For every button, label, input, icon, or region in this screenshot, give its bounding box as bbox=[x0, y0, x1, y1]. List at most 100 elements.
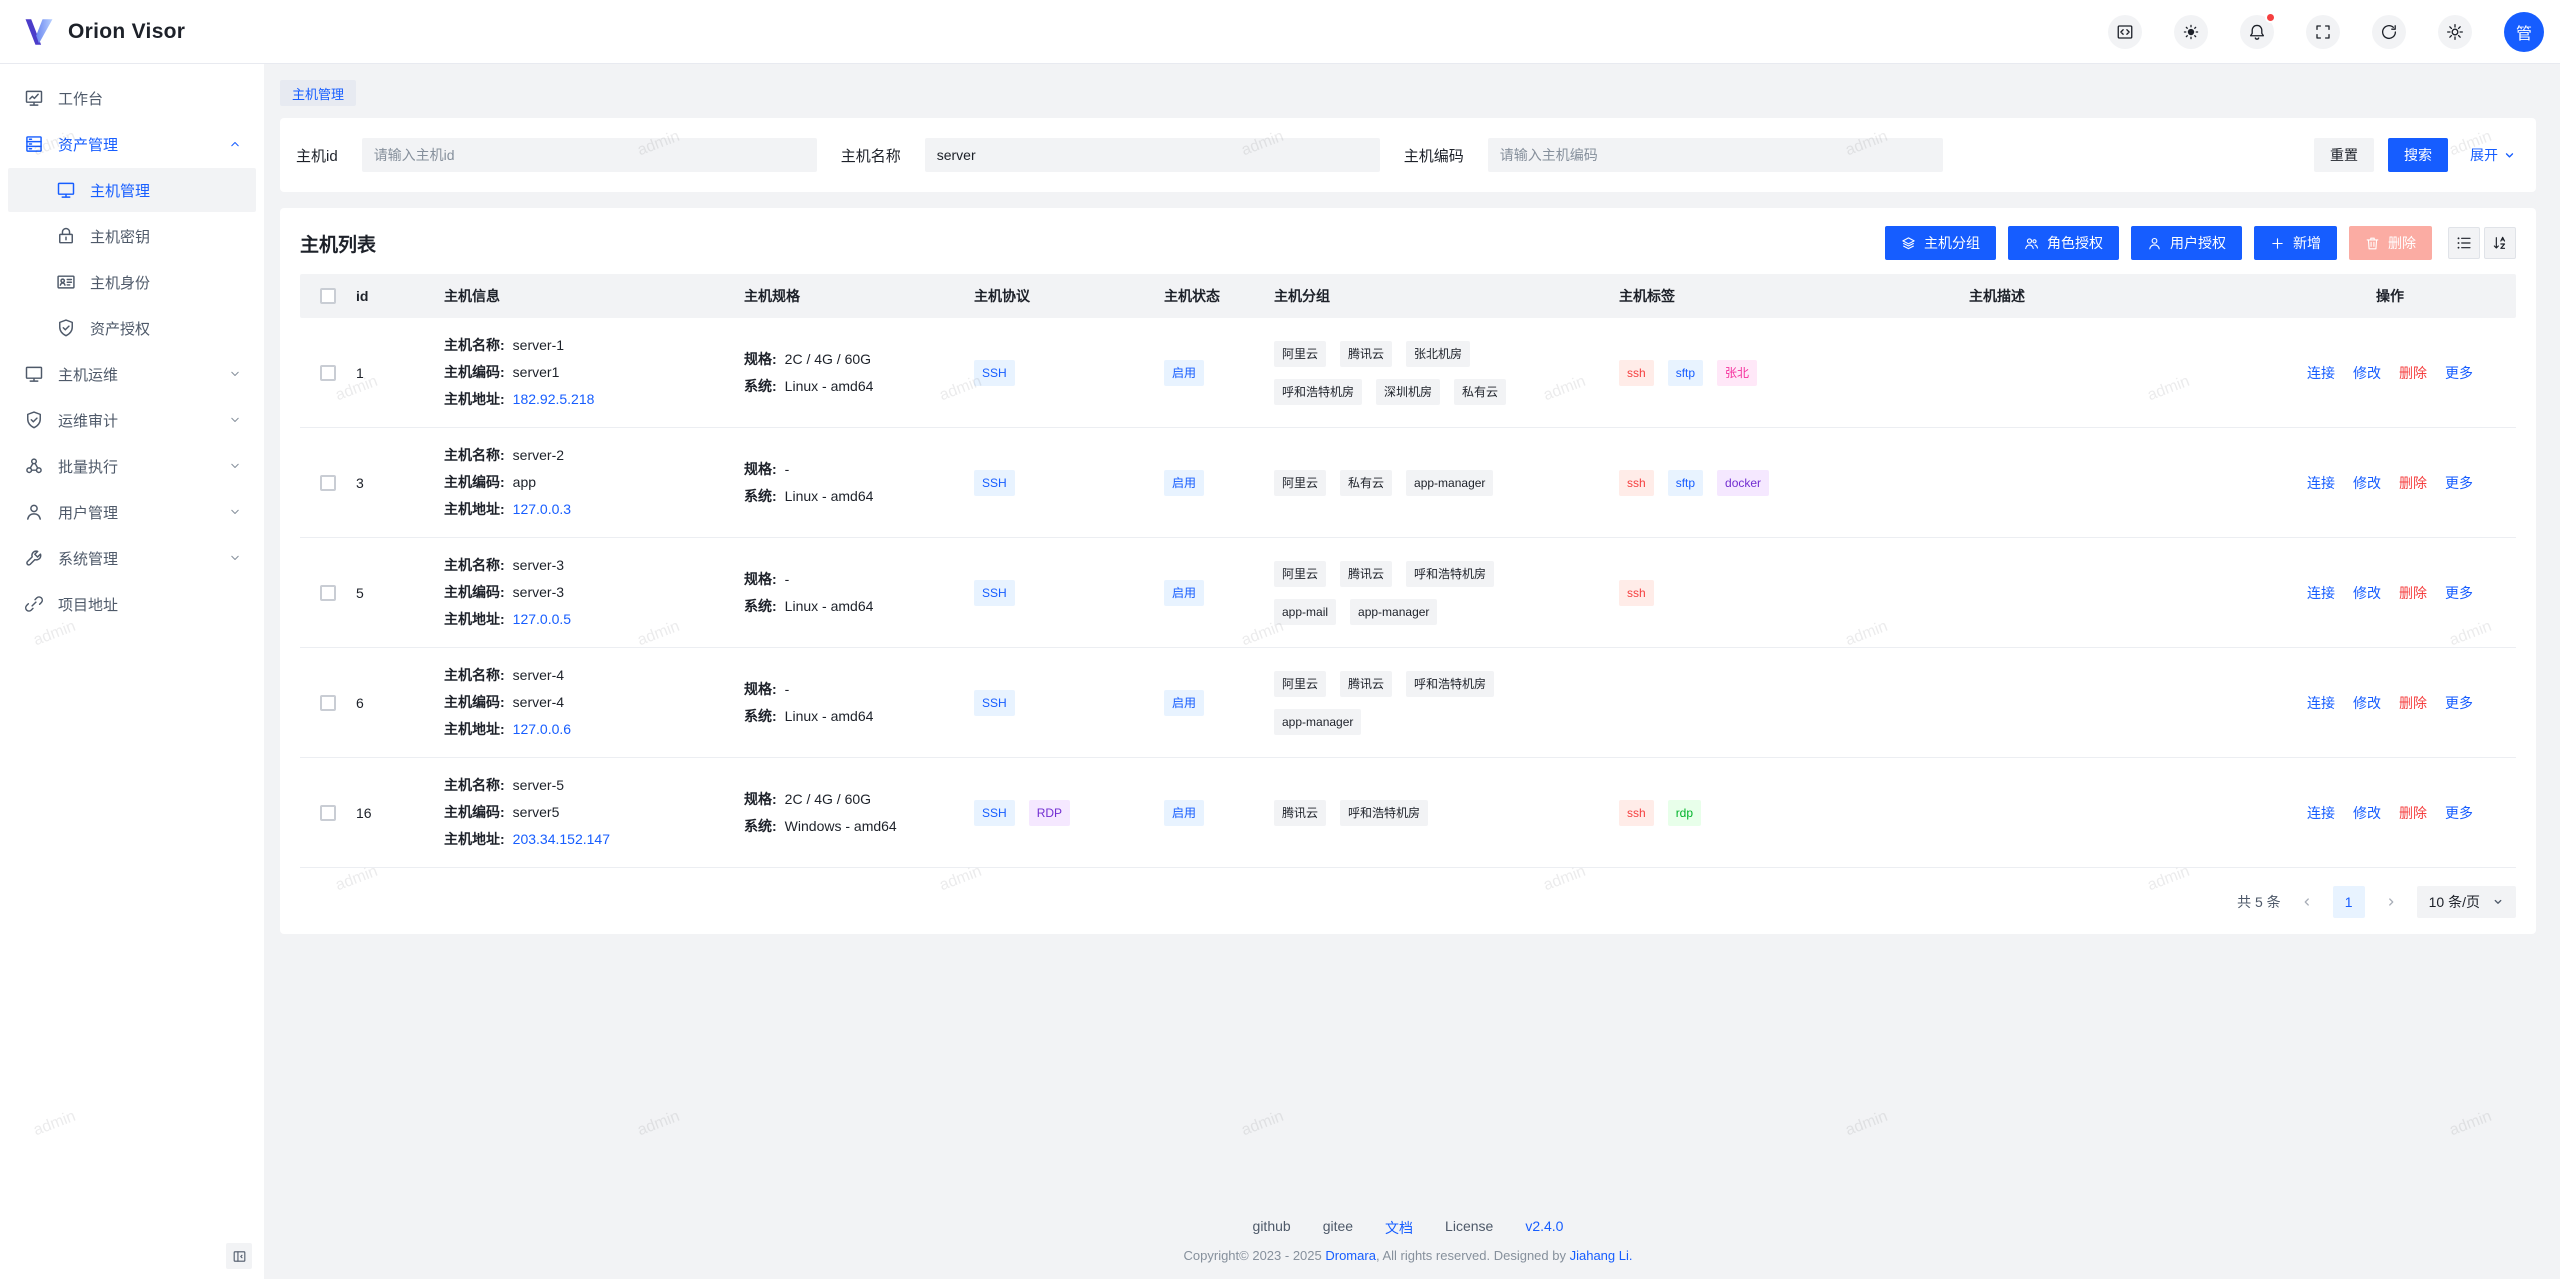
group-tag: 阿里云 bbox=[1274, 469, 1327, 496]
row-checkbox[interactable] bbox=[320, 474, 336, 491]
action-link[interactable]: 更多 bbox=[2445, 584, 2473, 601]
sidebar: 工作台资产管理 主机管理 主机密钥 主机身份 资产授权 主机运维 运维审计 批量执行 用户管理系… bbox=[0, 64, 264, 1279]
role-grant-button[interactable]: 角色授权 bbox=[2008, 226, 2119, 260]
sidebar-item-asset-authorization[interactable]: 资产授权 bbox=[8, 306, 256, 350]
host-group-button[interactable]: 主机分组 bbox=[1885, 226, 1996, 260]
pagination-next-button[interactable] bbox=[2379, 890, 2403, 914]
cell-groups: 阿里云 腾讯云 张北机房 呼和浩特机房 深圳机房 私有云 bbox=[1274, 340, 1619, 405]
group-tag: 张北机房 bbox=[1406, 340, 1471, 367]
collapse-icon bbox=[233, 1250, 245, 1262]
delete-button[interactable]: 删除 bbox=[2349, 226, 2432, 260]
info-value[interactable]: 182.92.5.218 bbox=[512, 391, 595, 407]
action-link[interactable]: 连接 bbox=[2307, 474, 2335, 491]
action-link[interactable]: 连接 bbox=[2307, 584, 2335, 601]
sidebar-item-asset-management[interactable]: 资产管理 bbox=[8, 122, 256, 166]
settings-button[interactable] bbox=[2438, 14, 2472, 49]
cell-host-info: 主机名称: server-3 主机编码: server-3 主机地址: 127.0.0.5 bbox=[444, 552, 744, 633]
action-link[interactable]: 修改 bbox=[2353, 584, 2381, 601]
expand-button[interactable]: 展开 bbox=[2470, 145, 2516, 165]
user-avatar[interactable]: 管 bbox=[2504, 11, 2544, 52]
page-size-select[interactable]: 10 条/页 bbox=[2416, 886, 2516, 918]
info-value[interactable]: 127.0.0.5 bbox=[512, 611, 572, 627]
table-title: 主机列表 bbox=[300, 234, 377, 256]
row-checkbox-cell bbox=[300, 804, 356, 821]
info-label: 主机名称: bbox=[444, 667, 505, 683]
select-all-checkbox[interactable] bbox=[320, 288, 336, 304]
reset-button[interactable]: 重置 bbox=[2314, 138, 2374, 172]
footer-link-github[interactable]: github bbox=[1252, 1218, 1291, 1234]
action-delete[interactable]: 删除 bbox=[2399, 474, 2427, 491]
cell-actions: 连接 修改 删除 更多 bbox=[2264, 363, 2516, 383]
breadcrumb-item-host-management[interactable]: 主机管理 bbox=[280, 80, 357, 106]
sidebar-item-batch-execution[interactable]: 批量执行 bbox=[8, 444, 256, 488]
code-button[interactable] bbox=[2108, 14, 2142, 49]
footer-link-文档[interactable]: 文档 bbox=[1385, 1220, 1414, 1236]
action-link[interactable]: 更多 bbox=[2445, 694, 2473, 711]
info-line: 主机地址: 127.0.0.3 bbox=[444, 496, 732, 523]
pagination-total: 共 5 条 bbox=[2237, 894, 2281, 910]
group-tag: 腾讯云 bbox=[1274, 799, 1327, 826]
pagination-prev-button[interactable] bbox=[2295, 890, 2319, 914]
author-link[interactable]: Jiahang Li. bbox=[1569, 1248, 1633, 1263]
sidebar-item-label: 工作台 bbox=[58, 90, 104, 108]
row-checkbox[interactable] bbox=[320, 364, 336, 381]
action-link[interactable]: 修改 bbox=[2353, 694, 2381, 711]
search-button[interactable]: 搜索 bbox=[2388, 138, 2448, 172]
action-link[interactable]: 修改 bbox=[2353, 364, 2381, 381]
pagination-page-1[interactable]: 1 bbox=[2332, 886, 2365, 918]
action-link[interactable]: 更多 bbox=[2445, 804, 2473, 821]
action-delete[interactable]: 删除 bbox=[2399, 694, 2427, 711]
fullscreen-icon bbox=[2316, 24, 2330, 39]
action-delete[interactable]: 删除 bbox=[2399, 364, 2427, 381]
main-content: 主机管理 主机id 主机名称 主机编码 重置 搜索 展开 主机列表 主机分组 角色授权… bbox=[264, 64, 2560, 1279]
sidebar-item-project-url[interactable]: 项目地址 bbox=[8, 582, 256, 626]
link-icon bbox=[25, 596, 43, 612]
action-link[interactable]: 更多 bbox=[2445, 474, 2473, 491]
dromara-link[interactable]: Dromara bbox=[1325, 1248, 1376, 1263]
footer-link-gitee[interactable]: gitee bbox=[1322, 1218, 1354, 1234]
sidebar-item-host-management[interactable]: 主机管理 bbox=[8, 168, 256, 212]
action-link[interactable]: 修改 bbox=[2353, 804, 2381, 821]
row-checkbox[interactable] bbox=[320, 694, 336, 711]
info-value[interactable]: 203.34.152.147 bbox=[512, 831, 610, 847]
user-grant-button[interactable]: 用户授权 bbox=[2131, 226, 2242, 260]
sort-button[interactable] bbox=[2484, 227, 2516, 259]
footer-link-License[interactable]: License bbox=[1445, 1218, 1494, 1234]
cell-groups: 阿里云 私有云 app-manager bbox=[1274, 469, 1619, 496]
action-link[interactable]: 连接 bbox=[2307, 694, 2335, 711]
info-value[interactable]: 127.0.0.3 bbox=[512, 501, 572, 517]
info-label: 系统: bbox=[744, 487, 777, 504]
theme-button[interactable] bbox=[2174, 14, 2208, 49]
host-name-input[interactable] bbox=[924, 138, 1380, 172]
sidebar-item-host-keys[interactable]: 主机密钥 bbox=[8, 214, 256, 258]
create-button[interactable]: 新增 bbox=[2254, 226, 2337, 260]
sidebar-item-ops-audit[interactable]: 运维审计 bbox=[8, 398, 256, 442]
sidebar-item-user-management[interactable]: 用户管理 bbox=[8, 490, 256, 534]
cell-actions: 连接 修改 删除 更多 bbox=[2264, 473, 2516, 493]
row-checkbox[interactable] bbox=[320, 804, 336, 821]
footer-link-v2.4.0[interactable]: v2.4.0 bbox=[1525, 1218, 1564, 1234]
sidebar-item-host-identity[interactable]: 主机身份 bbox=[8, 260, 256, 304]
sidebar-item-system-management[interactable]: 系统管理 bbox=[8, 536, 256, 580]
sidebar-collapse-button[interactable] bbox=[226, 1243, 252, 1269]
info-value[interactable]: 127.0.0.6 bbox=[512, 721, 572, 737]
column-setting-button[interactable] bbox=[2448, 227, 2480, 259]
sidebar-item-host-ops[interactable]: 主机运维 bbox=[8, 352, 256, 396]
host-code-input[interactable] bbox=[1487, 138, 1943, 172]
host-id-input[interactable] bbox=[361, 138, 817, 172]
cell-actions: 连接 修改 删除 更多 bbox=[2264, 693, 2516, 713]
action-link[interactable]: 连接 bbox=[2307, 364, 2335, 381]
action-delete[interactable]: 删除 bbox=[2399, 804, 2427, 821]
info-value: 2C / 4G / 60G bbox=[784, 790, 872, 807]
refresh-button[interactable] bbox=[2372, 14, 2406, 49]
sidebar-item-workbench[interactable]: 工作台 bbox=[8, 76, 256, 120]
group-tag: app-manager bbox=[1350, 598, 1438, 625]
fullscreen-button[interactable] bbox=[2306, 14, 2340, 49]
action-delete[interactable]: 删除 bbox=[2399, 584, 2427, 601]
action-link[interactable]: 更多 bbox=[2445, 364, 2473, 381]
action-link[interactable]: 修改 bbox=[2353, 474, 2381, 491]
cell-id: 5 bbox=[356, 584, 364, 601]
action-link[interactable]: 连接 bbox=[2307, 804, 2335, 821]
row-checkbox[interactable] bbox=[320, 584, 336, 601]
notifications-button[interactable] bbox=[2240, 11, 2276, 49]
